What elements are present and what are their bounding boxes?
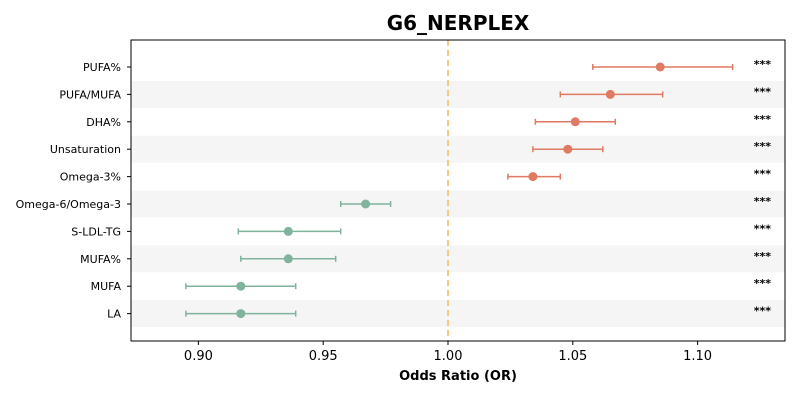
row-stripe [131,245,785,273]
significance-label: *** [754,305,772,318]
y-tick-label: Unsaturation [50,143,121,156]
chart-title: G6_NERPLEX [387,11,530,35]
or-point [283,254,293,264]
plot-frame [130,39,786,342]
row-la: LA *** [107,305,771,321]
significance-label: *** [754,222,772,235]
x-tick-label: 1.00 [434,349,463,364]
row-pufa-: PUFA% *** [83,58,771,74]
row-stripe [131,80,785,108]
row-unsaturation: Unsaturation *** [50,140,771,156]
or-point [236,309,246,319]
row-mufa: MUFA *** [91,277,772,293]
row-pufa-mufa: PUFA/MUFA *** [59,85,771,101]
row-omega-6-omega-3: Omega-6/Omega-3 *** [16,195,772,211]
or-point [236,281,246,291]
x-axis-label: Odds Ratio (OR) [399,369,517,384]
or-point [361,199,371,209]
or-point [528,172,538,182]
row-stripes [131,80,785,328]
significance-label: *** [754,277,772,290]
y-tick-label: Omega-3% [60,171,121,184]
y-tick-label: PUFA/MUFA [59,88,121,101]
significance-label: *** [754,168,772,181]
significance-label: *** [754,250,772,263]
y-tick-label: DHA% [86,116,121,129]
row-stripe [131,190,785,218]
row-dha-: DHA% *** [86,113,771,129]
y-tick-label: S-LDL-TG [71,225,121,238]
x-tick-label: 1.05 [558,349,587,364]
or-point [563,144,573,154]
row-stripe [131,135,785,163]
row-mufa-: MUFA% *** [80,250,771,266]
y-tick-label: LA [107,308,121,321]
row-s-ldl-tg: S-LDL-TG *** [71,222,771,238]
or-point [605,89,615,99]
significance-label: *** [754,85,772,98]
x-tick-label: 0.95 [309,349,338,364]
x-tick-label: 0.90 [184,349,213,364]
y-tick-label: MUFA [91,280,122,293]
significance-label: *** [754,113,772,126]
or-point [655,62,665,72]
x-axis: 0.90 0.95 1.00 1.05 1.10 [184,341,712,364]
data-rows: PUFA% *** PUFA/MUFA *** DHA% *** Unsaturation *… [16,58,772,321]
y-tick-label: PUFA% [83,61,121,74]
or-point [283,226,293,236]
row-omega-3-: Omega-3% *** [60,168,772,184]
significance-label: *** [754,58,772,71]
significance-label: *** [754,195,772,208]
significance-label: *** [754,140,772,153]
x-tick-label: 1.10 [683,349,712,364]
y-tick-label: Omega-6/Omega-3 [16,198,121,211]
y-tick-label: MUFA% [80,253,121,266]
or-point [570,117,580,127]
